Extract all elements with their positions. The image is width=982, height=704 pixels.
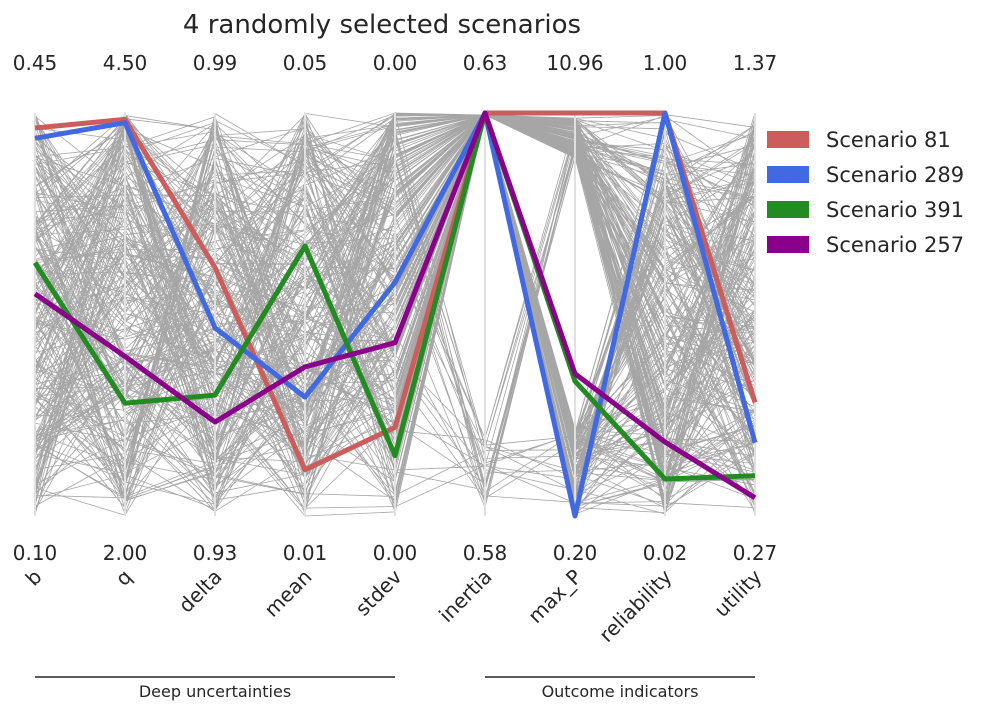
axis-max-label-b: 0.45 [13, 51, 58, 75]
series-line-scenario-81 [34, 110, 758, 473]
axis-name-utility: utility [709, 564, 766, 621]
axis-max-label-q: 4.50 [103, 51, 148, 75]
legend-label: Scenario 257 [826, 233, 964, 257]
axis-min-label-b: 0.10 [13, 541, 58, 565]
axis-name-mean: mean [259, 565, 316, 622]
axis-min-label-mean: 0.01 [283, 541, 328, 565]
axis-max-label-inertia: 0.63 [463, 51, 508, 75]
axis-max-label-utility: 1.37 [733, 51, 778, 75]
axis-name-q: q [111, 565, 137, 591]
axis-max-label-stdev: 0.00 [373, 51, 418, 75]
series-line-scenario-391 [32, 110, 756, 482]
axis-groups: Deep uncertainties Outcome indicators [35, 676, 755, 701]
axes [34, 113, 756, 516]
legend: Scenario 81 Scenario 289 Scenario 391 Scena… [767, 128, 964, 257]
axis-min-label-utility: 0.27 [733, 541, 778, 565]
legend-swatch [767, 166, 809, 183]
legend-label: Scenario 81 [826, 128, 951, 152]
axis-name-max_P: max_P [523, 565, 586, 628]
axis-name-stdev: stdev [351, 564, 407, 620]
axis-max-label-max_P: 10.96 [546, 51, 603, 75]
series-lines [32, 110, 758, 519]
axis-name-b: b [21, 565, 47, 591]
legend-swatch [767, 131, 809, 148]
axis-name-delta: delta [174, 565, 227, 618]
axis-max-label-reliability: 1.00 [643, 51, 688, 75]
legend-label: Scenario 391 [826, 198, 964, 222]
legend-swatch [767, 236, 809, 253]
axis-min-label-max_P: 0.20 [553, 541, 598, 565]
legend-label: Scenario 289 [826, 163, 964, 187]
series-line-scenario-257 [33, 110, 757, 500]
axis-name-reliability: reliability [594, 564, 676, 646]
chart-title: 4 randomly selected scenarios [183, 10, 581, 40]
axis-min-label-delta: 0.93 [193, 541, 238, 565]
series-line-scenario-289 [34, 110, 758, 519]
axis-min-label-q: 2.00 [103, 541, 148, 565]
axis-name-inertia: inertia [434, 565, 497, 628]
axis-max-label-delta: 0.99 [193, 51, 238, 75]
group-label: Deep uncertainties [139, 682, 291, 701]
axis-min-label-reliability: 0.02 [643, 541, 688, 565]
axis-max-label-mean: 0.05 [283, 51, 328, 75]
legend-swatch [767, 201, 809, 218]
group-label: Outcome indicators [542, 682, 699, 701]
axis-min-label-inertia: 0.58 [463, 541, 508, 565]
axis-min-label-stdev: 0.00 [373, 541, 418, 565]
